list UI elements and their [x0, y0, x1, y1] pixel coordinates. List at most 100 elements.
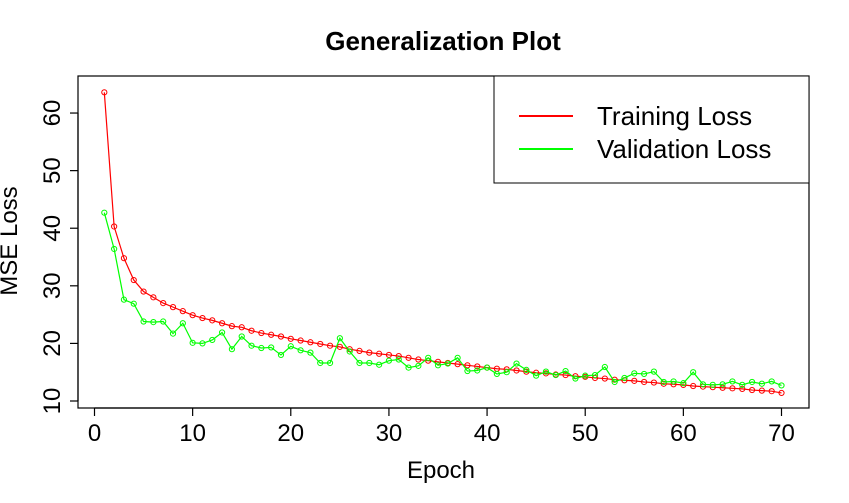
data-point-training-loss — [179, 308, 186, 315]
data-point-training-loss — [258, 329, 265, 337]
legend-label-training: Training Loss — [597, 101, 752, 131]
data-point-training-loss — [542, 370, 550, 377]
data-point-validation-loss — [434, 362, 442, 369]
data-point-validation-loss — [474, 367, 481, 374]
data-point-validation-loss — [317, 359, 324, 367]
legend: Training Loss Validation Loss — [493, 75, 810, 184]
data-point-training-loss — [238, 324, 245, 331]
x-axis: 0 10 20 30 40 50 60 70 — [88, 407, 795, 447]
data-point-validation-loss — [385, 357, 393, 364]
y-tick-label: 50 — [39, 157, 66, 184]
y-axis-label: MSE Loss — [0, 186, 23, 295]
series-line-validation-loss — [103, 212, 782, 387]
data-point-training-loss — [120, 255, 128, 262]
data-point-training-loss — [376, 350, 383, 357]
data-point-training-loss — [268, 331, 275, 338]
x-tick-label: 70 — [768, 420, 795, 447]
series-line-training-loss — [103, 92, 782, 394]
data-point-training-loss — [768, 388, 775, 395]
data-point-training-loss — [140, 288, 147, 295]
legend-label-validation: Validation Loss — [597, 134, 771, 164]
data-point-validation-loss — [533, 372, 540, 379]
data-point-training-loss — [248, 327, 255, 334]
data-point-validation-loss — [660, 378, 667, 386]
data-point-validation-loss — [287, 343, 294, 350]
data-point-training-loss — [160, 299, 167, 307]
data-point-training-loss — [287, 335, 294, 342]
data-point-validation-loss — [160, 318, 167, 325]
data-point-validation-loss — [356, 359, 363, 367]
data-point-validation-loss — [631, 370, 638, 377]
data-point-validation-loss — [748, 378, 756, 386]
data-point-validation-loss — [611, 378, 618, 386]
data-point-validation-loss — [758, 380, 765, 387]
x-tick-label: 30 — [376, 420, 403, 447]
x-axis-label: Epoch — [407, 457, 475, 484]
data-point-validation-loss — [268, 344, 275, 351]
data-point-validation-loss — [130, 300, 137, 307]
data-point-training-loss — [326, 342, 334, 349]
y-tick-label: 40 — [39, 215, 66, 242]
data-point-training-loss — [778, 389, 785, 397]
data-point-validation-loss — [101, 209, 108, 216]
data-point-training-loss — [641, 378, 648, 386]
data-point-validation-loss — [778, 382, 785, 389]
data-point-validation-loss — [297, 347, 304, 354]
data-point-training-loss — [130, 276, 137, 284]
data-point-training-loss — [366, 349, 373, 356]
data-point-training-loss — [356, 347, 363, 354]
data-point-validation-loss — [366, 359, 373, 367]
data-point-validation-loss — [650, 368, 658, 375]
data-point-training-loss — [395, 352, 402, 360]
data-point-training-loss — [631, 377, 638, 384]
data-point-training-loss — [307, 339, 314, 346]
y-axis: 10 20 30 40 50 60 — [39, 100, 79, 415]
data-point-validation-loss — [621, 374, 628, 382]
data-point-validation-loss — [582, 372, 589, 379]
data-point-training-loss — [228, 323, 235, 330]
data-point-training-loss — [562, 371, 569, 379]
data-point-validation-loss — [346, 348, 353, 355]
legend-box — [493, 75, 810, 184]
data-point-training-loss — [169, 304, 177, 311]
data-point-validation-loss — [552, 371, 559, 379]
y-tick-label: 20 — [39, 330, 66, 357]
data-point-validation-loss — [699, 381, 707, 388]
data-point-validation-loss — [670, 378, 677, 385]
series-layer — [101, 89, 785, 397]
data-point-validation-loss — [415, 362, 422, 369]
data-point-validation-loss — [513, 360, 520, 367]
x-tick-label: 0 — [88, 420, 101, 447]
data-point-training-loss — [415, 356, 422, 363]
x-tick-label: 40 — [474, 420, 501, 447]
data-point-validation-loss — [503, 369, 510, 376]
x-tick-label: 60 — [670, 420, 697, 447]
data-point-training-loss — [385, 351, 393, 359]
data-point-validation-loss — [258, 344, 265, 352]
data-point-validation-loss — [169, 330, 177, 337]
y-tick-label: 60 — [39, 100, 66, 127]
x-tick-label: 10 — [179, 420, 206, 447]
data-point-validation-loss — [591, 371, 599, 379]
data-point-validation-loss — [405, 364, 412, 371]
data-point-validation-loss — [238, 333, 245, 340]
data-point-training-loss — [601, 375, 608, 382]
chart-title: Generalization Plot — [325, 26, 561, 56]
data-point-validation-loss — [326, 359, 334, 367]
data-point-training-loss — [758, 387, 765, 394]
data-point-validation-loss — [493, 370, 500, 378]
data-point-validation-loss — [179, 320, 186, 327]
data-point-training-loss — [209, 317, 216, 324]
x-tick-label: 20 — [277, 420, 304, 447]
data-point-validation-loss — [542, 368, 550, 375]
y-tick-label: 10 — [39, 388, 66, 415]
series-validation-loss — [101, 209, 785, 389]
data-point-training-loss — [474, 363, 481, 370]
data-point-validation-loss — [248, 342, 255, 349]
x-tick-label: 50 — [572, 420, 599, 447]
data-point-training-loss — [317, 340, 324, 348]
data-point-validation-loss — [572, 375, 579, 382]
data-point-validation-loss — [111, 245, 118, 253]
data-point-training-loss — [150, 294, 157, 301]
